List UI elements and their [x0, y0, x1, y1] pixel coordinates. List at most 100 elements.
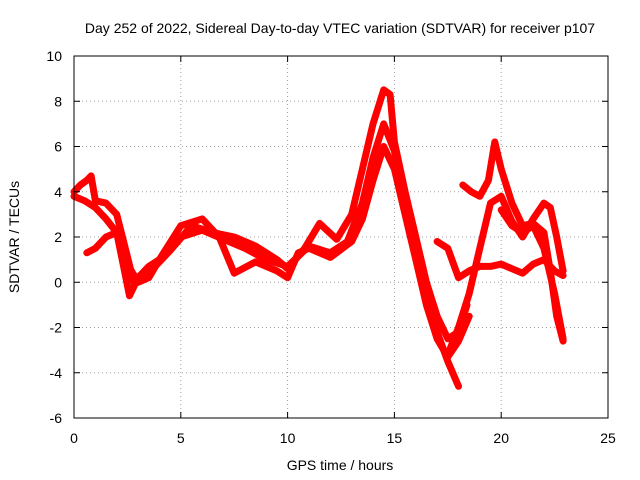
data-point	[540, 229, 547, 236]
data-point	[547, 204, 554, 211]
data-point	[553, 234, 560, 240]
data-point	[231, 234, 238, 240]
data-point	[444, 245, 451, 252]
data-point	[491, 138, 498, 145]
data-point	[466, 290, 473, 297]
data-point	[487, 200, 494, 207]
data-point	[551, 290, 558, 297]
data-point	[81, 197, 88, 204]
data-point	[519, 222, 526, 229]
data-point	[476, 193, 483, 200]
x-tick-label: 0	[70, 430, 78, 446]
data-point	[391, 166, 398, 173]
data-point	[508, 222, 515, 229]
data-point	[103, 215, 110, 222]
data-point	[348, 211, 355, 218]
data-point	[434, 313, 441, 320]
y-tick-label: -2	[50, 320, 63, 336]
data-point	[423, 301, 430, 308]
data-point	[199, 215, 206, 222]
data-point	[231, 270, 238, 277]
data-point	[124, 261, 131, 268]
data-point	[468, 188, 475, 195]
data-point	[252, 258, 259, 265]
y-tick-label: -6	[50, 410, 63, 426]
data-point	[540, 200, 547, 207]
x-axis-label: GPS time / hours	[287, 457, 394, 473]
data-point	[83, 177, 90, 184]
series-line	[70, 86, 471, 343]
data-point	[273, 256, 280, 263]
data-point	[92, 197, 99, 204]
data-point	[519, 229, 526, 236]
data-point	[333, 236, 340, 243]
x-tick-label: 20	[493, 430, 509, 446]
data-point	[295, 249, 302, 256]
data-point	[263, 256, 270, 263]
data-point	[455, 383, 462, 390]
y-tick-label: 10	[46, 48, 62, 64]
data-point	[530, 215, 537, 222]
data-point	[284, 274, 291, 281]
y-tick-label: 8	[54, 93, 62, 109]
data-point	[113, 229, 120, 236]
y-tick-label: 6	[54, 139, 62, 155]
data-point	[444, 351, 451, 358]
data-point	[145, 274, 152, 281]
data-point	[402, 211, 409, 218]
data-point	[241, 245, 248, 252]
data-point	[126, 292, 133, 299]
data-point	[77, 181, 84, 188]
axis-ticks	[73, 55, 609, 419]
data-point	[508, 265, 515, 272]
data-point	[103, 200, 110, 207]
data-point	[92, 204, 99, 211]
data-point	[113, 211, 120, 218]
data-point	[412, 256, 419, 263]
data-point	[370, 154, 377, 161]
data-point	[380, 120, 387, 127]
x-tick-label: 5	[177, 430, 185, 446]
data-point	[508, 200, 515, 207]
data-point	[177, 222, 184, 229]
data-point	[560, 267, 567, 274]
x-tick-label: 15	[387, 430, 403, 446]
x-tick-label: 25	[600, 430, 616, 446]
data-point	[498, 206, 505, 213]
data-point	[487, 263, 494, 270]
data-point	[316, 220, 323, 227]
data-point	[530, 222, 537, 229]
x-tick-label: 10	[280, 430, 296, 446]
data-point	[498, 166, 505, 173]
data-point	[434, 335, 441, 342]
data-point	[485, 177, 492, 184]
data-point	[135, 279, 142, 286]
x-tick-labels: 0 5 10 15 20 25	[70, 430, 616, 446]
data-point	[455, 274, 462, 281]
data-point	[216, 234, 223, 240]
data-point	[380, 86, 387, 93]
data-point	[359, 166, 366, 173]
data-point	[305, 245, 312, 252]
data-point	[519, 270, 526, 277]
y-tick-label: 2	[54, 229, 62, 245]
data-point	[327, 254, 334, 261]
y-tick-label: 4	[54, 184, 62, 200]
data-point	[273, 267, 280, 274]
y-tick-label: 0	[54, 274, 62, 290]
data-point	[348, 238, 355, 245]
data-point	[370, 177, 377, 184]
y-tick-label: -4	[50, 365, 63, 381]
y-tick-labels: -6 -4 -2 0 2 4 6 8 10	[46, 48, 62, 426]
chart-title: Day 252 of 2022, Sidereal Day-to-day VTE…	[85, 20, 595, 36]
series-satellite-track-C	[83, 143, 473, 361]
data-series	[70, 86, 567, 390]
series-line	[83, 143, 473, 361]
data-point	[498, 261, 505, 268]
data-point	[380, 143, 387, 150]
y-axis-label: SDTVAR / TECUs	[6, 181, 22, 293]
data-point	[444, 335, 451, 342]
data-point	[540, 245, 547, 252]
data-point	[455, 324, 462, 331]
